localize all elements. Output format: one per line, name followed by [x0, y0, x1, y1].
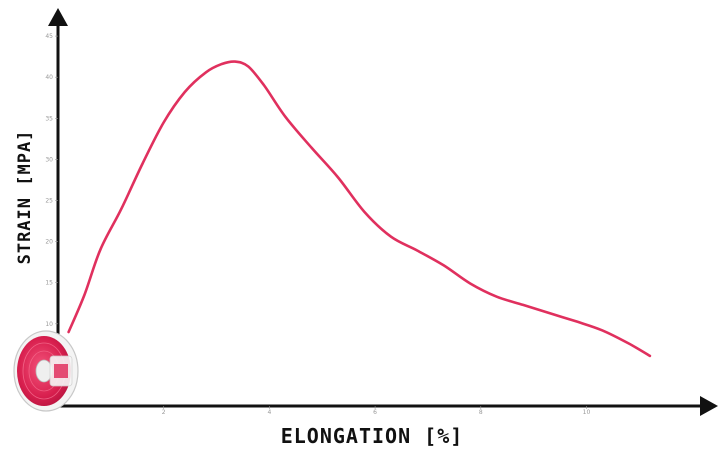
y-tick-label: 40 [45, 74, 53, 81]
x-tick-label: 8 [479, 409, 483, 416]
x-axis-arrow [700, 396, 718, 416]
x-tick-label: 4 [267, 409, 271, 416]
y-tick-label: 10 [45, 321, 53, 328]
y-tick-label: 35 [45, 115, 53, 122]
filament-spool-icon [13, 330, 79, 412]
y-tick-label: 30 [45, 156, 53, 163]
y-tick-label: 25 [45, 198, 53, 205]
y-tick-label: 20 [45, 239, 53, 246]
x-tick-group: 2 4 6 8 10 [162, 406, 591, 416]
x-tick-label: 10 [583, 409, 591, 416]
y-tick-label: 15 [45, 280, 53, 287]
y-axis-arrow [48, 8, 68, 26]
y-tick-group: 10 15 20 25 30 35 40 45 [45, 33, 58, 328]
x-axis-title: ELONGATION [%] [281, 424, 464, 448]
x-tick-label: 2 [162, 409, 166, 416]
series-line [67, 60, 652, 358]
x-tick-label: 6 [373, 409, 377, 416]
y-axis-title: STRAIN [MPA] [15, 130, 35, 265]
y-tick-label: 45 [45, 33, 53, 40]
